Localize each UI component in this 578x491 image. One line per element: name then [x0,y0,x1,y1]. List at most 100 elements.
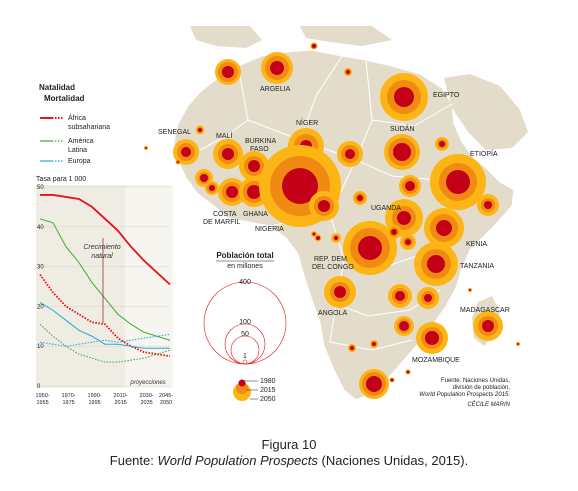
bubble-egipto [380,73,428,121]
bubble-1980 [346,70,350,74]
legend-mortalidad: Mortalidad [44,94,85,103]
bubble-namibia [348,344,356,352]
pop-scale-1: 1 [243,353,247,360]
chart-x-tick-label: 2035 [140,400,152,406]
bubble-libia [344,68,352,76]
label-etiopia: ETIOPÍA [470,149,498,158]
chart-y-tick-label: 0 [37,384,41,390]
bubble-senegal [173,139,199,165]
series-line-europa-natalidad [39,301,170,349]
source-line3: World Population Prospects 2015. [419,392,510,398]
bubble-1980 [316,236,320,240]
bubble-1980 [358,236,382,260]
chart-x-tick-label: 1955 [36,400,48,406]
chart-x-tick-label: 1950- [36,393,50,399]
bubble-1980 [397,211,411,225]
chart-x-tick-label: 1990- [88,393,102,399]
annotation-line1: Crecimiento [83,244,120,251]
chart-y-tick-label: 20 [37,304,44,310]
label-sudan: SUDÁN [390,124,415,133]
bubble-1980 [405,239,411,245]
bubble-1980 [395,291,405,301]
population-legend: Población total en millones 400 100 50 1… [203,251,287,403]
bubble-1980 [357,195,363,201]
legend-latam-line1: América [68,138,94,145]
bubble-1980 [318,200,330,212]
chart-y-tick-label: 30 [37,265,44,271]
bubble-rca [353,191,367,205]
rates-legend: Natalidad Mortalidad África subsahariana… [39,83,110,165]
bubble-mozambique [416,322,448,354]
label-egipto: EGIPTO [433,92,460,99]
label-niger: NÍGER [296,118,318,127]
year-label-2015: 2015 [260,387,276,394]
bubble-etiopia [430,154,486,210]
bubble-sierra-leona [205,181,219,195]
chart-x-tick-label: 2010- [114,393,128,399]
label-burkina-1: BURKINA [245,138,276,145]
legend-natalidad: Natalidad [39,83,75,92]
pop-legend-title: Población total [216,251,273,260]
chart-x-tick-label: 1975 [62,400,74,406]
label-ghana: GHANA [243,211,268,218]
figure-caption-source: Fuente: World Population Prospects (Naci… [0,453,578,468]
bubble-1980 [334,236,338,240]
bubble-1980 [222,148,234,160]
bubble-1980 [390,378,394,382]
chart-y-ticks: 0 10 20 30 40 50 [37,185,44,390]
bubble-1980 [446,170,470,194]
source-line1: Fuente: Naciones Unidas, [441,378,510,384]
bubble-eritrea [435,137,449,151]
bubble-1980 [145,147,147,149]
label-rdc-1: REP. DEM. [314,256,349,263]
year-swatch-1980 [238,379,246,387]
bubble-cabo-verde [144,146,148,150]
chart-grid [38,186,170,387]
bubble-1980 [366,376,382,392]
bubble-tunez [310,42,318,50]
bubble-1980 [312,232,316,236]
bubble-1980 [345,149,355,159]
bubble-1980 [484,201,492,209]
bubble-zambia [388,284,412,308]
bubble-1980 [247,185,261,199]
bubble-1980 [427,255,445,273]
map-source: Fuente: Naciones Unidas, división de pob… [419,378,510,408]
pop-scale-50: 50 [241,331,249,338]
africa-landmass [173,49,515,401]
bubble-rdc [343,221,397,275]
bubble-botswana [370,340,378,348]
caption-source-prefix: Fuente: [109,453,158,468]
bubble-1980 [372,342,376,346]
legend-africa-line1: África [68,113,86,122]
bubble-mauricio [516,342,520,346]
bubble-burundi [400,234,416,250]
bubble-1980 [198,128,202,132]
bubble-chad [337,141,363,167]
pop-legend-subtitle: en millones [227,263,263,270]
bubble-1980 [425,331,439,345]
bubble-sudafrica [359,369,389,399]
bubble-tanzania [414,242,458,286]
label-kenia: KENIA [466,241,487,248]
population-bubbles [144,42,520,399]
bubble-1980 [406,370,410,374]
bubble-lesotho [389,377,395,383]
source-line2: división de población, [453,385,511,391]
annotation-line2: natural [91,253,113,260]
bubble-1980 [517,343,519,345]
bubble-1980 [394,87,414,107]
pop-scale-100: 100 [239,319,251,326]
chart-x-tick-label: 2050 [160,400,172,406]
bubble-mali [213,139,243,169]
legend-europa-line1: Europa [68,158,91,165]
bubble-comoras [468,288,472,292]
bubble-zimbabwe [394,316,414,336]
chart-x-tick-label: 2015 [114,400,126,406]
bubble-madagascar [473,311,503,341]
label-madagascar: MADAGASCAR [460,307,510,314]
label-senegal: SENEGAL [158,129,191,136]
bubble-1980 [226,186,238,198]
series-line--frica-subsahariana-natalidad [40,194,171,286]
bubble-1980 [222,66,234,78]
